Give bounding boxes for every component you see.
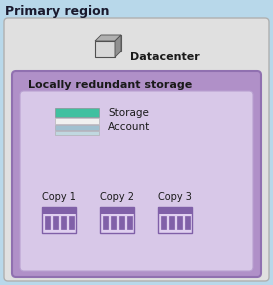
FancyBboxPatch shape [103,216,108,229]
FancyBboxPatch shape [69,216,74,229]
FancyBboxPatch shape [12,71,261,277]
FancyBboxPatch shape [119,216,124,229]
FancyBboxPatch shape [45,216,50,229]
FancyBboxPatch shape [55,131,99,135]
FancyBboxPatch shape [111,216,116,229]
FancyBboxPatch shape [127,216,132,229]
FancyBboxPatch shape [100,207,134,214]
FancyBboxPatch shape [161,216,166,229]
Text: Primary region: Primary region [5,5,109,19]
FancyBboxPatch shape [42,207,76,214]
FancyBboxPatch shape [4,18,269,281]
FancyBboxPatch shape [101,35,121,51]
Text: Copy 3: Copy 3 [158,192,192,202]
FancyBboxPatch shape [55,108,99,117]
FancyBboxPatch shape [177,216,182,229]
FancyBboxPatch shape [61,216,66,229]
Polygon shape [95,35,121,41]
Text: Copy 2: Copy 2 [100,192,134,202]
FancyBboxPatch shape [42,207,76,233]
Polygon shape [115,35,121,57]
Text: Datacenter: Datacenter [130,52,200,62]
Text: Copy 1: Copy 1 [42,192,76,202]
FancyBboxPatch shape [53,216,58,229]
Text: Storage
Account: Storage Account [108,108,150,132]
FancyBboxPatch shape [55,118,99,124]
FancyBboxPatch shape [95,41,115,57]
FancyBboxPatch shape [100,207,134,233]
FancyBboxPatch shape [55,125,99,130]
FancyBboxPatch shape [185,216,190,229]
Text: Locally redundant storage: Locally redundant storage [28,80,192,90]
FancyBboxPatch shape [158,207,192,233]
FancyBboxPatch shape [158,207,192,214]
FancyBboxPatch shape [20,91,253,271]
FancyBboxPatch shape [169,216,174,229]
